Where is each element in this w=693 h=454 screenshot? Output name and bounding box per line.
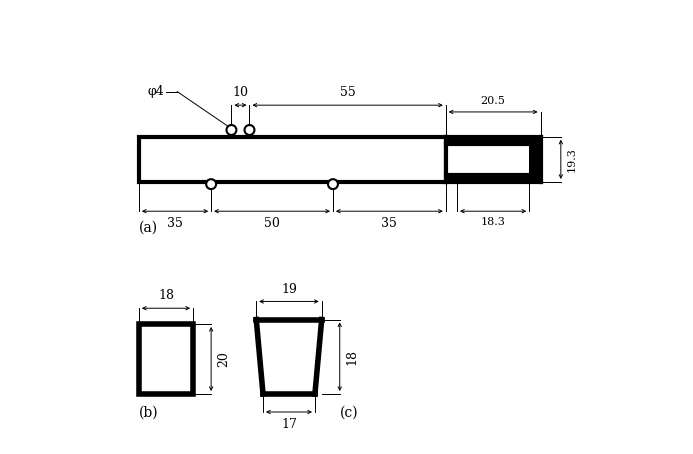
Bar	[446, 143, 529, 175]
Circle shape	[245, 125, 254, 135]
Bar	[446, 137, 541, 182]
Text: φ4: φ4	[147, 85, 164, 98]
Text: 18: 18	[158, 289, 174, 302]
Text: (b): (b)	[139, 405, 159, 419]
Text: 17: 17	[281, 418, 297, 431]
Circle shape	[227, 125, 236, 135]
Text: 35: 35	[381, 217, 397, 230]
Circle shape	[328, 179, 338, 189]
Text: 19.3: 19.3	[567, 147, 577, 172]
Text: 18.3: 18.3	[481, 217, 506, 227]
Text: 10: 10	[232, 86, 249, 99]
Text: 50: 50	[264, 217, 280, 230]
Text: 20.5: 20.5	[481, 96, 506, 106]
Circle shape	[207, 179, 216, 189]
Bar	[139, 137, 446, 182]
Text: (c): (c)	[340, 405, 358, 419]
Text: (a): (a)	[139, 220, 158, 234]
Text: 55: 55	[340, 86, 356, 99]
Text: 19: 19	[281, 282, 297, 296]
Bar	[139, 324, 193, 394]
Text: 18: 18	[346, 349, 358, 365]
Text: 20: 20	[217, 351, 230, 367]
Text: 35: 35	[167, 217, 183, 230]
